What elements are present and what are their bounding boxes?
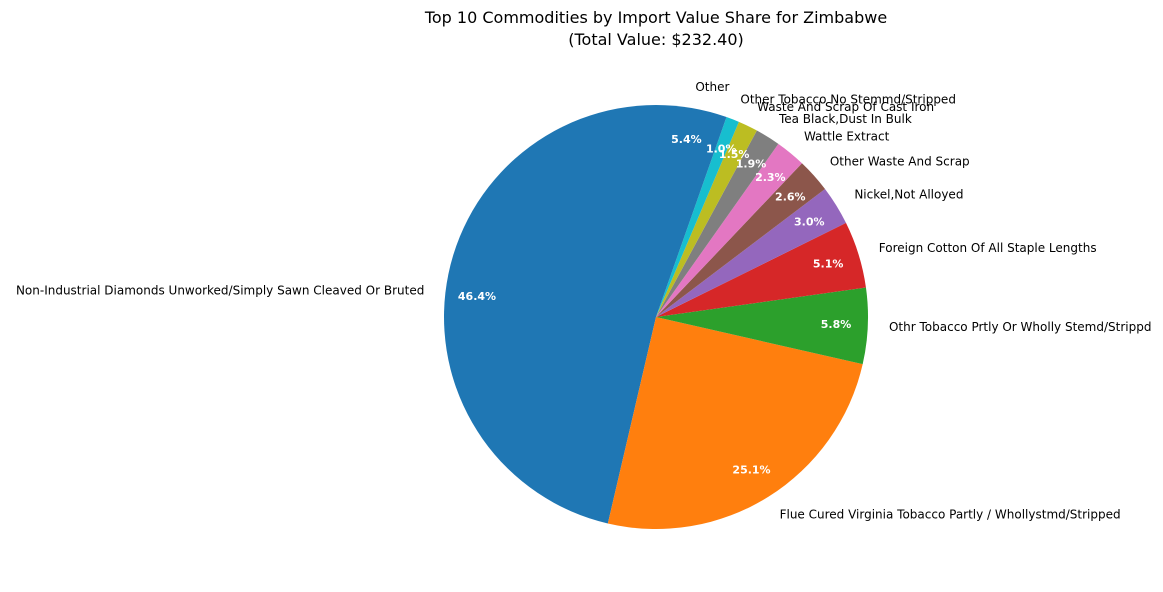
slice-percent-label: 2.3%: [755, 171, 786, 184]
pie-slice: [656, 287, 868, 365]
slice-label: Flue Cured Virginia Tobacco Partly / Who…: [780, 508, 1121, 522]
slice-label: Nickel,Not Alloyed: [854, 187, 963, 201]
pie-slice: [656, 163, 826, 317]
slice-percent-label: 2.6%: [775, 190, 806, 203]
slice-percent-label: 46.4%: [458, 290, 496, 303]
slice-percent-label: 5.8%: [821, 318, 852, 331]
pie-slice: [656, 117, 739, 317]
slice-percent-label: 1.5%: [719, 148, 750, 161]
slice-percent-label: 1.0%: [706, 143, 737, 156]
pie-slice-labels: Non-Industrial Diamonds Unworked/Simply …: [16, 80, 1152, 522]
slice-label: Other: [695, 80, 729, 94]
slice-percent-label: 1.9%: [736, 157, 767, 170]
pie-slices: [444, 105, 868, 529]
slice-label: Waste And Scrap Of Cast Iron: [757, 100, 934, 114]
slice-percent-label: 5.1%: [813, 257, 844, 270]
slice-label: Tea Black,Dust In Bulk: [778, 112, 912, 126]
chart-title: Top 10 Commodities by Import Value Share…: [424, 8, 887, 27]
pie-slice: [656, 189, 846, 317]
pie-slice: [656, 143, 802, 317]
pie-slice: [656, 105, 727, 317]
pie-slice: [656, 222, 866, 317]
slice-label: Other Waste And Scrap: [830, 155, 970, 169]
pie-percent-labels: 46.4% 25.1% 5.8% 5.1% 3.0% 2.6% 2.3%1.9%1.5%1.…: [458, 133, 851, 476]
pie-slice: [607, 317, 863, 529]
slice-label: Othr Tobacco Prtly Or Wholly Stemd/Strip…: [889, 320, 1151, 334]
slice-label: Foreign Cotton Of All Staple Lengths: [879, 241, 1097, 255]
slice-label: Other Tobacco No Stemmd/Stripped: [740, 93, 956, 107]
chart-subtitle: (Total Value: $232.40): [568, 30, 744, 49]
pie-slice: [656, 130, 779, 317]
slice-percent-label: 25.1%: [732, 463, 770, 476]
pie-slice: [656, 121, 757, 317]
slice-percent-label: 5.4%: [671, 133, 702, 146]
slice-label: Wattle Extract: [804, 130, 890, 144]
slice-label: Non-Industrial Diamonds Unworked/Simply …: [16, 283, 424, 297]
slice-percent-label: 3.0%: [794, 216, 825, 229]
pie-slice: [444, 105, 656, 524]
